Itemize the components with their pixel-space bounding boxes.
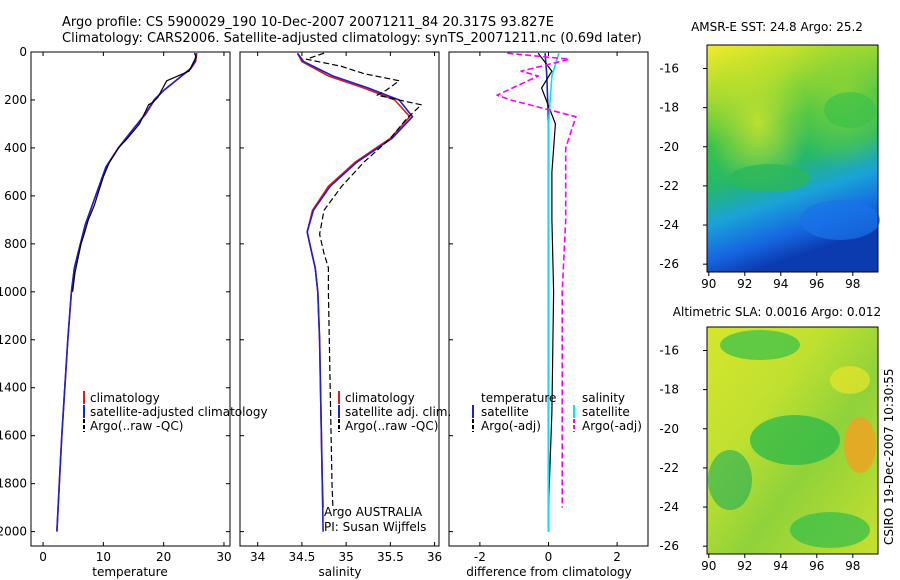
profile-lines xyxy=(56,52,577,532)
map-y-tick-label: -18 xyxy=(659,101,679,115)
y-tick-label: 2000 xyxy=(0,525,27,539)
x-tick-label: 20 xyxy=(156,550,171,564)
map-x-tick-label: 94 xyxy=(773,277,788,291)
map-x-tick-label: 94 xyxy=(773,559,788,573)
x-tick-label: 35.5 xyxy=(377,550,404,564)
x-tick-label: 36 xyxy=(427,550,442,564)
map-y-tick-label: -16 xyxy=(659,61,679,75)
y-tick-label: 1200 xyxy=(0,333,27,347)
legend-label-sal-satellite: satellite xyxy=(582,405,630,419)
sla-map xyxy=(706,326,879,555)
y-tick-label: 400 xyxy=(4,141,27,155)
map-y-tick-label: -22 xyxy=(659,461,679,475)
map-y-tick-label: -26 xyxy=(659,539,679,553)
sla-field-patch-a xyxy=(720,330,800,360)
legend-label-climatology: climatology xyxy=(90,391,160,405)
series-line-argo-adj- xyxy=(537,52,557,508)
legend-label-argo: Argo(..raw -QC) xyxy=(90,419,183,433)
legend-heading-temperature: temperature xyxy=(481,391,556,405)
map-y-tick-label: -20 xyxy=(659,140,679,154)
map-x-tick-label: 96 xyxy=(809,277,824,291)
sst-map xyxy=(706,44,880,273)
legend-heading-salinity: salinity xyxy=(582,391,625,405)
map-y-tick-label: -22 xyxy=(659,179,679,193)
map-y-tick-label: -24 xyxy=(659,218,679,232)
float-owner: Argo AUSTRALIA xyxy=(324,505,423,519)
side-note: CSIRO 19-Dec-2007 10:30:55 xyxy=(882,368,896,545)
y-tick-label: 800 xyxy=(4,237,27,251)
x-tick-label: 10 xyxy=(96,550,111,564)
sla-field-patch-c xyxy=(708,450,752,510)
map-y-tick-label: -24 xyxy=(659,500,679,514)
map-x-tick-label: 98 xyxy=(845,277,860,291)
y-tick-label: 0 xyxy=(19,45,27,59)
map-x-tick-label: 90 xyxy=(701,559,716,573)
temperature-panel-frame xyxy=(30,51,231,547)
sla-field-patch-b xyxy=(750,415,840,465)
sst-map-frame xyxy=(706,44,879,273)
figure-title-line1: Argo profile: CS 5900029_190 10-Dec-2007… xyxy=(62,15,554,30)
y-tick-label: 1800 xyxy=(0,477,27,491)
map-y-tick-label: -18 xyxy=(659,383,679,397)
y-tick-label: 200 xyxy=(4,93,27,107)
x-tick-label: 30 xyxy=(216,550,231,564)
map-y-tick-label: -26 xyxy=(659,257,679,271)
difference-legend: temperature satellite Argo(-adj) salinit… xyxy=(472,391,642,433)
x-tick-label: 34.5 xyxy=(289,550,316,564)
y-tick-label: 1400 xyxy=(0,381,27,395)
map-x-tick-label: 90 xyxy=(701,277,716,291)
temperature-legend: climatology satellite-adjusted climatolo… xyxy=(83,391,268,433)
map-x-tick-label: 98 xyxy=(845,559,860,573)
temperature-xlabel: temperature xyxy=(92,565,167,579)
map-x-tick-label: 96 xyxy=(809,559,824,573)
figure-title-line2: Climatology: CARS2006. Satellite-adjuste… xyxy=(62,31,642,46)
series-line-argo-raw-qc- xyxy=(305,52,422,508)
legend-label-temp-satellite: satellite xyxy=(481,405,529,419)
series-line-satellite xyxy=(547,52,560,532)
map-x-tick-label: 92 xyxy=(737,559,752,573)
legend-label-satellite: satellite adj. clim. xyxy=(345,405,451,419)
salinity-panel-frame xyxy=(239,51,440,547)
series-line-argo-raw-qc- xyxy=(72,52,197,292)
x-tick-label: 0 xyxy=(545,550,553,564)
sla-field-patch-e xyxy=(790,512,870,548)
series-line-climatology xyxy=(56,53,198,532)
y-tick-label: 1600 xyxy=(0,429,27,443)
salinity-xlabel: salinity xyxy=(318,565,361,579)
series-line-satellite-adjusted-climatology xyxy=(56,53,197,532)
x-tick-label: 0 xyxy=(39,550,47,564)
map-y-tick-label: -20 xyxy=(659,422,679,436)
map-y-tick-label: -16 xyxy=(659,343,679,357)
x-tick-label: 35 xyxy=(338,550,353,564)
legend-label-temp-argo: Argo(-adj) xyxy=(481,419,541,433)
series-line-climatology xyxy=(296,52,411,508)
sst-field-warm-patch xyxy=(824,92,876,128)
sst-field-blue-patch xyxy=(800,200,880,240)
sla-map-frame xyxy=(706,326,879,555)
x-tick-label: 34 xyxy=(250,550,265,564)
difference-xlabel: difference from climatology xyxy=(466,565,632,579)
float-pi: PI: Susan Wijffels xyxy=(324,520,426,534)
x-tick-label: 2 xyxy=(613,550,621,564)
sla-map-title: Altimetric SLA: 0.0016 Argo: 0.012 xyxy=(673,305,881,319)
legend-label-sal-argo: Argo(-adj) xyxy=(582,419,642,433)
salinity-legend: climatology satellite adj. clim. Argo(..… xyxy=(324,391,451,534)
sst-map-title: AMSR-E SST: 24.8 Argo: 25.2 xyxy=(691,20,863,34)
legend-label-climatology: climatology xyxy=(345,391,415,405)
series-line-argo-adj- xyxy=(496,52,577,508)
sla-field-patch-f xyxy=(830,366,870,394)
legend-label-satellite-adjusted: satellite-adjusted climatology xyxy=(90,405,268,419)
y-tick-label: 600 xyxy=(4,189,27,203)
sst-field-cool-patch xyxy=(730,164,810,192)
series-line-satellite-adj-clim- xyxy=(296,52,414,532)
map-x-tick-label: 92 xyxy=(737,277,752,291)
y-tick-label: 1000 xyxy=(0,285,27,299)
axis-ticks: 0 10 20 30020040060080010001200140016001800… xyxy=(0,45,860,573)
x-tick-label: -2 xyxy=(474,550,486,564)
sla-field-patch-d xyxy=(844,417,876,473)
legend-label-argo: Argo(..raw -QC) xyxy=(345,419,438,433)
